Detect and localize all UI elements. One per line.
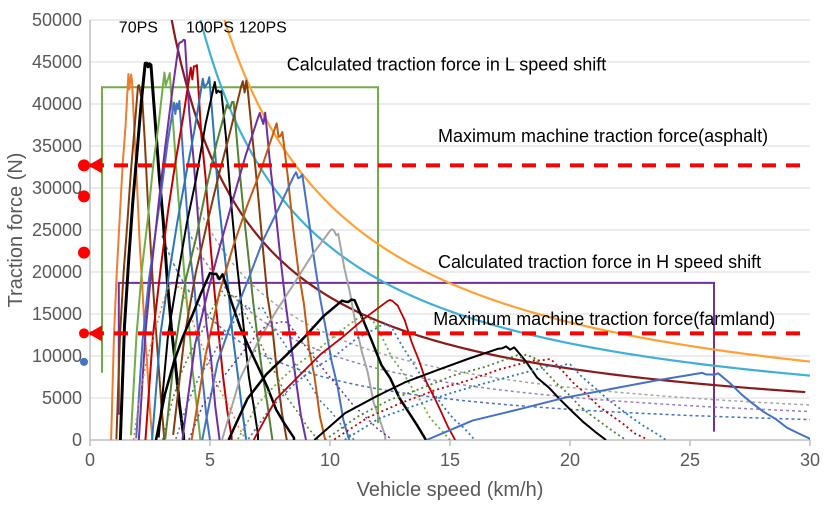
- ps-label: 120PS: [239, 20, 287, 37]
- axis-dot: [80, 358, 88, 366]
- y-tick: 45000: [32, 52, 82, 72]
- ann_H: Calculated traction force in H speed shi…: [438, 252, 761, 272]
- y-tick: 30000: [32, 178, 82, 198]
- chart-svg: 0 5000 10000 15000 20000 25000 30000 35000 40000…: [0, 0, 838, 512]
- traction-chart: { "chart": { "type": "line", "width": 83…: [0, 0, 838, 512]
- y-tick: 35000: [32, 136, 82, 156]
- x-tick: 10: [320, 450, 340, 470]
- y-tick: 40000: [32, 94, 82, 114]
- axis-dot: [78, 247, 90, 259]
- ann_farm: Maximum machine traction force(farmland): [433, 309, 775, 329]
- axis-dot: [78, 190, 90, 202]
- y-tick: 25000: [32, 220, 82, 240]
- x-tick: 20: [560, 450, 580, 470]
- axis-dot: [79, 328, 89, 338]
- ann_L: Calculated traction force in L speed shi…: [287, 54, 607, 74]
- y-tick: 15000: [32, 304, 82, 324]
- ps-label: 100PS: [186, 20, 234, 37]
- x-tick: 25: [680, 450, 700, 470]
- x-tick: 15: [440, 450, 460, 470]
- y-tick: 10000: [32, 346, 82, 366]
- ps-label: 70PS: [119, 20, 158, 37]
- ann_asphalt: Maximum machine traction force(asphalt): [438, 126, 768, 146]
- x-tick: 5: [205, 450, 215, 470]
- axis-dot: [78, 159, 90, 171]
- y-tick: 0: [72, 430, 82, 450]
- y-tick: 20000: [32, 262, 82, 282]
- x-tick: 0: [85, 450, 95, 470]
- x-axis-label: Vehicle speed (km/h): [357, 479, 544, 501]
- y-tick: 5000: [42, 388, 82, 408]
- y-axis-label: Traction force (N): [5, 153, 27, 308]
- x-tick: 30: [800, 450, 820, 470]
- y-tick: 50000: [32, 10, 82, 30]
